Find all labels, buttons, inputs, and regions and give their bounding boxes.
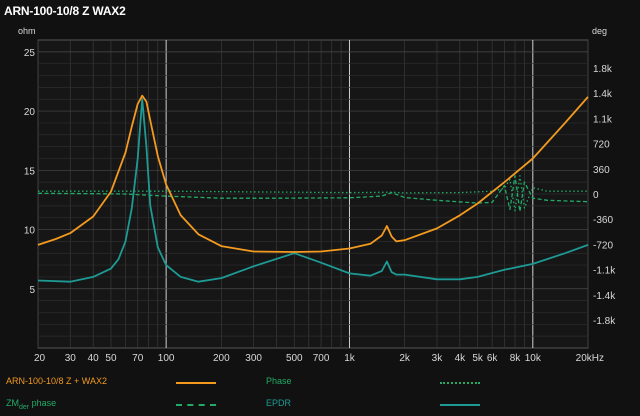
series-line-epdr	[37, 98, 589, 283]
y2-tick-label: 360	[593, 165, 610, 176]
y-axis-ticks: 5 10 15 20 25	[24, 48, 36, 296]
y2-tick-label: -720	[593, 240, 613, 251]
y2-tick-label: 1.1k	[593, 114, 613, 125]
y2-tick-label: 0	[593, 190, 599, 201]
y2-tick-label: -1.8k	[593, 316, 616, 327]
legend-line-phase	[440, 382, 480, 384]
x-tick-label: 50	[105, 353, 117, 364]
y2-axis-unit: deg	[592, 26, 607, 36]
y2-tick-label: 1.8k	[593, 64, 613, 75]
y-tick-label: 5	[29, 285, 35, 296]
legend-label-zmder-phase: ZMder phase	[6, 398, 56, 411]
series-line-phase	[38, 175, 588, 212]
x-tick-label: 3k	[432, 353, 444, 364]
y2-tick-label: -1.1k	[593, 266, 616, 277]
x-tick-label: 200	[213, 353, 230, 364]
x-tick-label: 20kHz	[576, 353, 604, 364]
y2-axis-ticks: 1.8k 1.4k 1.1k 720 360 0 -360 -720 -1.1k -1.4k -1.…	[593, 64, 616, 327]
y-tick-label: 25	[24, 48, 36, 59]
y2-tick-label: 1.4k	[593, 89, 613, 100]
legend-label-epdr: EPDR	[266, 398, 292, 408]
series-layer	[37, 94, 589, 283]
x-tick-label: 6k	[487, 353, 499, 364]
y-tick-label: 15	[24, 166, 36, 177]
series-line-arn-100-10-8-z-wax2	[37, 94, 589, 253]
y-axis-unit: ohm	[18, 26, 36, 36]
legend-label-zmder-main: ZM	[6, 398, 19, 408]
y2-tick-label: -1.4k	[593, 291, 616, 302]
x-tick-label: 5k	[472, 353, 484, 364]
impedance-chart: 20 30 40 50 70 100 200 300 500 700 1k 2k 3k 4k 5k 6k 8k 1…	[18, 26, 616, 364]
x-tick-label: 40	[88, 353, 100, 364]
y-tick-label: 10	[24, 226, 36, 237]
y2-tick-label: 720	[593, 140, 610, 151]
x-tick-label: 30	[65, 353, 77, 364]
x-tick-label: 2k	[399, 353, 411, 364]
chart-title: ARN-100-10/8 Z WAX2	[4, 4, 126, 18]
x-tick-label: 700	[313, 353, 330, 364]
legend: ARN-100-10/8 Z + WAX2 Phase ZMder phase …	[0, 370, 640, 416]
legend-line-impedance	[176, 382, 216, 384]
x-tick-label: 300	[245, 353, 262, 364]
series-line-zmder-phase	[37, 175, 589, 213]
legend-label-zmder-rest: phase	[29, 398, 57, 408]
y-tick-label: 20	[24, 107, 36, 118]
x-tick-label: 20	[34, 353, 46, 364]
x-tick-label: 70	[132, 353, 144, 364]
y2-tick-label: -360	[593, 215, 613, 226]
x-tick-label: 100	[158, 353, 175, 364]
x-tick-label: 10k	[525, 353, 542, 364]
legend-label-impedance: ARN-100-10/8 Z + WAX2	[6, 376, 107, 386]
legend-label-phase: Phase	[266, 376, 292, 386]
x-axis-ticks: 20 30 40 50 70 100 200 300 500 700 1k 2k 3k 4k 5k 6k 8k 1…	[34, 353, 604, 364]
x-tick-label: 4k	[455, 353, 467, 364]
legend-label-zmder-sub: der	[19, 403, 30, 411]
x-tick-label: 1k	[344, 353, 356, 364]
legend-line-zmder-phase	[176, 404, 216, 406]
x-tick-label: 500	[286, 353, 303, 364]
legend-line-epdr	[440, 404, 480, 406]
x-tick-label: 8k	[510, 353, 522, 364]
grid	[37, 40, 589, 348]
